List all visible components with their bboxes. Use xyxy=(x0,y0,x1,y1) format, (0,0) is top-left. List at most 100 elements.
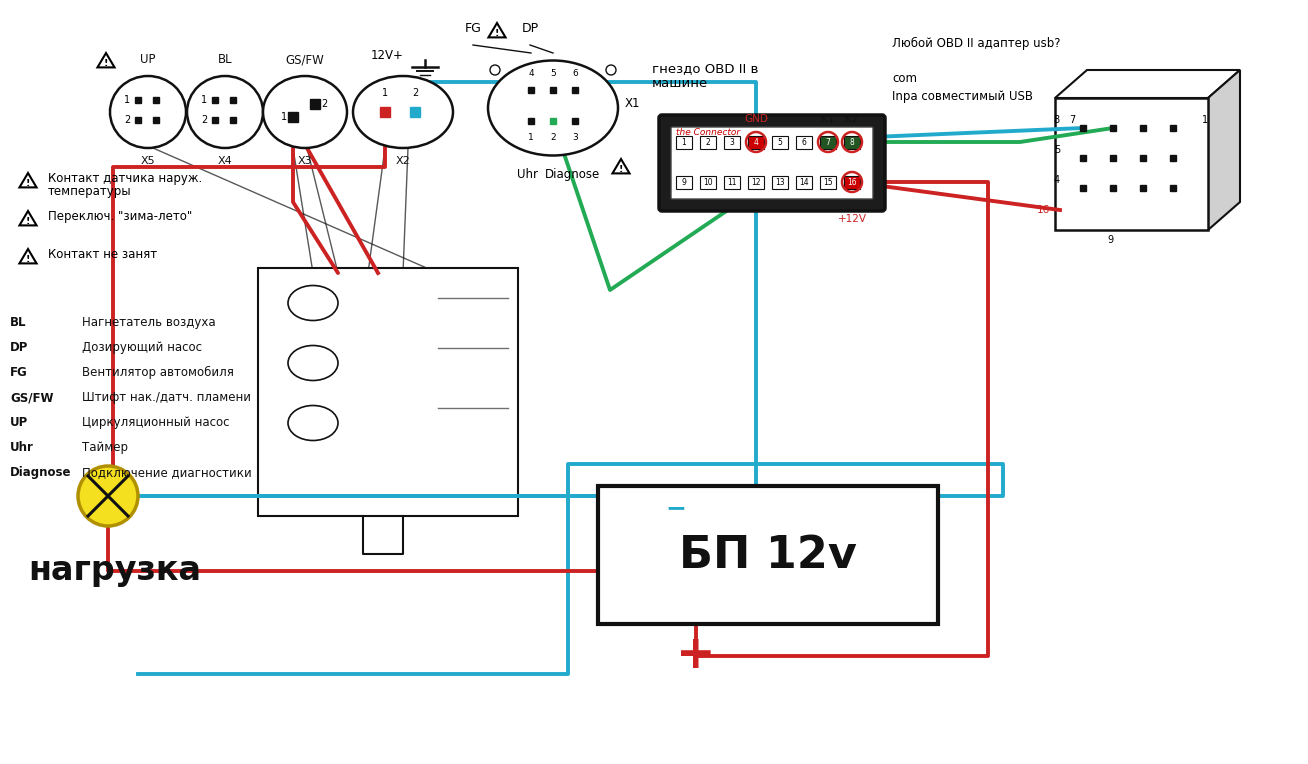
Text: FG: FG xyxy=(10,366,27,379)
Text: Вентилятор автомобиля: Вентилятор автомобиля xyxy=(82,366,234,379)
Text: 1: 1 xyxy=(124,95,129,105)
Circle shape xyxy=(490,65,500,75)
Text: Штифт нак./датч. пламени: Штифт нак./датч. пламени xyxy=(82,391,251,404)
Text: com: com xyxy=(892,72,917,85)
FancyBboxPatch shape xyxy=(671,127,872,199)
Text: Контакт датчика наруж.: Контакт датчика наруж. xyxy=(48,171,203,184)
Bar xyxy=(725,176,740,189)
Text: UP: UP xyxy=(10,416,29,429)
FancyBboxPatch shape xyxy=(659,115,886,211)
Text: Любой OBD II адаптер usb?: Любой OBD II адаптер usb? xyxy=(892,37,1061,50)
Bar xyxy=(258,268,518,516)
Text: X1: X1 xyxy=(625,96,641,109)
Circle shape xyxy=(606,65,616,75)
Text: 16: 16 xyxy=(848,177,857,186)
Text: Таймер: Таймер xyxy=(82,441,128,454)
Text: 2: 2 xyxy=(320,99,327,109)
Text: Uhr: Uhr xyxy=(518,168,539,181)
Text: Переключ. "зима-лето": Переключ. "зима-лето" xyxy=(48,209,192,222)
Text: 2: 2 xyxy=(551,133,556,142)
Text: 7: 7 xyxy=(825,138,831,147)
Text: Нагнетатель воздуха: Нагнетатель воздуха xyxy=(82,316,216,329)
Text: UP: UP xyxy=(140,53,156,66)
Text: 16: 16 xyxy=(1037,205,1050,215)
Ellipse shape xyxy=(187,76,263,148)
Text: !: ! xyxy=(103,59,109,68)
Text: !: ! xyxy=(494,29,500,38)
Text: GND: GND xyxy=(744,114,768,124)
Text: Diagnose: Diagnose xyxy=(10,466,72,479)
Text: Uhr: Uhr xyxy=(10,441,34,454)
Text: !: ! xyxy=(26,217,30,226)
Text: 8: 8 xyxy=(1054,115,1059,125)
Text: 4: 4 xyxy=(1054,175,1059,185)
Text: Циркуляционный насос: Циркуляционный насос xyxy=(82,416,229,429)
Polygon shape xyxy=(612,159,629,173)
Text: 3: 3 xyxy=(572,133,578,142)
Text: 6: 6 xyxy=(802,138,807,147)
Ellipse shape xyxy=(288,406,337,441)
Ellipse shape xyxy=(288,286,337,321)
Text: the Connector: the Connector xyxy=(676,128,740,137)
Text: GS/FW: GS/FW xyxy=(285,53,324,66)
Bar xyxy=(676,136,692,149)
Text: K2: K2 xyxy=(845,114,858,124)
Bar xyxy=(772,176,787,189)
Text: 10: 10 xyxy=(704,177,713,186)
Text: !: ! xyxy=(26,179,30,188)
Ellipse shape xyxy=(353,76,453,148)
Text: 9: 9 xyxy=(681,177,687,186)
Text: +: + xyxy=(676,633,715,678)
Text: X2: X2 xyxy=(395,156,411,166)
Bar xyxy=(725,136,740,149)
Text: 1: 1 xyxy=(681,138,687,147)
Bar xyxy=(676,176,692,189)
Text: 1: 1 xyxy=(1202,115,1209,125)
Text: K1: K1 xyxy=(821,114,835,124)
Text: DP: DP xyxy=(10,341,29,354)
Text: !: ! xyxy=(619,165,623,174)
Text: DP: DP xyxy=(522,21,539,34)
Text: 2: 2 xyxy=(412,88,419,98)
Text: БП 12v: БП 12v xyxy=(679,533,857,577)
Ellipse shape xyxy=(488,60,617,156)
Text: 9: 9 xyxy=(1107,235,1113,245)
Polygon shape xyxy=(20,249,37,264)
Text: 2: 2 xyxy=(124,115,129,125)
Bar xyxy=(820,136,836,149)
Text: 1: 1 xyxy=(281,112,286,122)
Polygon shape xyxy=(1209,70,1240,230)
Text: 2: 2 xyxy=(705,138,710,147)
Text: !: ! xyxy=(26,255,30,264)
Bar xyxy=(844,176,859,189)
Text: 5: 5 xyxy=(777,138,782,147)
Text: BL: BL xyxy=(10,316,26,329)
Bar xyxy=(748,176,764,189)
Polygon shape xyxy=(488,23,506,37)
Text: 4: 4 xyxy=(753,138,759,147)
Bar xyxy=(797,176,812,189)
Text: 1: 1 xyxy=(528,133,534,142)
Text: нагрузка: нагрузка xyxy=(27,554,201,587)
Text: 4: 4 xyxy=(528,69,534,78)
Bar xyxy=(844,136,859,149)
Text: 7: 7 xyxy=(1069,115,1075,125)
Text: 11: 11 xyxy=(727,177,736,186)
Text: 3: 3 xyxy=(730,138,734,147)
Text: X3: X3 xyxy=(298,156,313,166)
Text: Контакт не занят: Контакт не занят xyxy=(48,248,157,261)
Ellipse shape xyxy=(263,76,347,148)
Text: 12: 12 xyxy=(751,177,761,186)
Bar xyxy=(797,136,812,149)
Bar xyxy=(772,136,787,149)
Text: FG: FG xyxy=(464,21,481,34)
Text: 12V+: 12V+ xyxy=(370,49,403,62)
Polygon shape xyxy=(1056,70,1240,98)
Text: Diagnose: Diagnose xyxy=(545,168,600,181)
Text: 1: 1 xyxy=(382,88,388,98)
Text: 6: 6 xyxy=(572,69,578,78)
Polygon shape xyxy=(98,53,115,67)
Bar xyxy=(598,486,938,624)
Text: X4: X4 xyxy=(217,156,233,166)
Bar xyxy=(1056,98,1209,230)
